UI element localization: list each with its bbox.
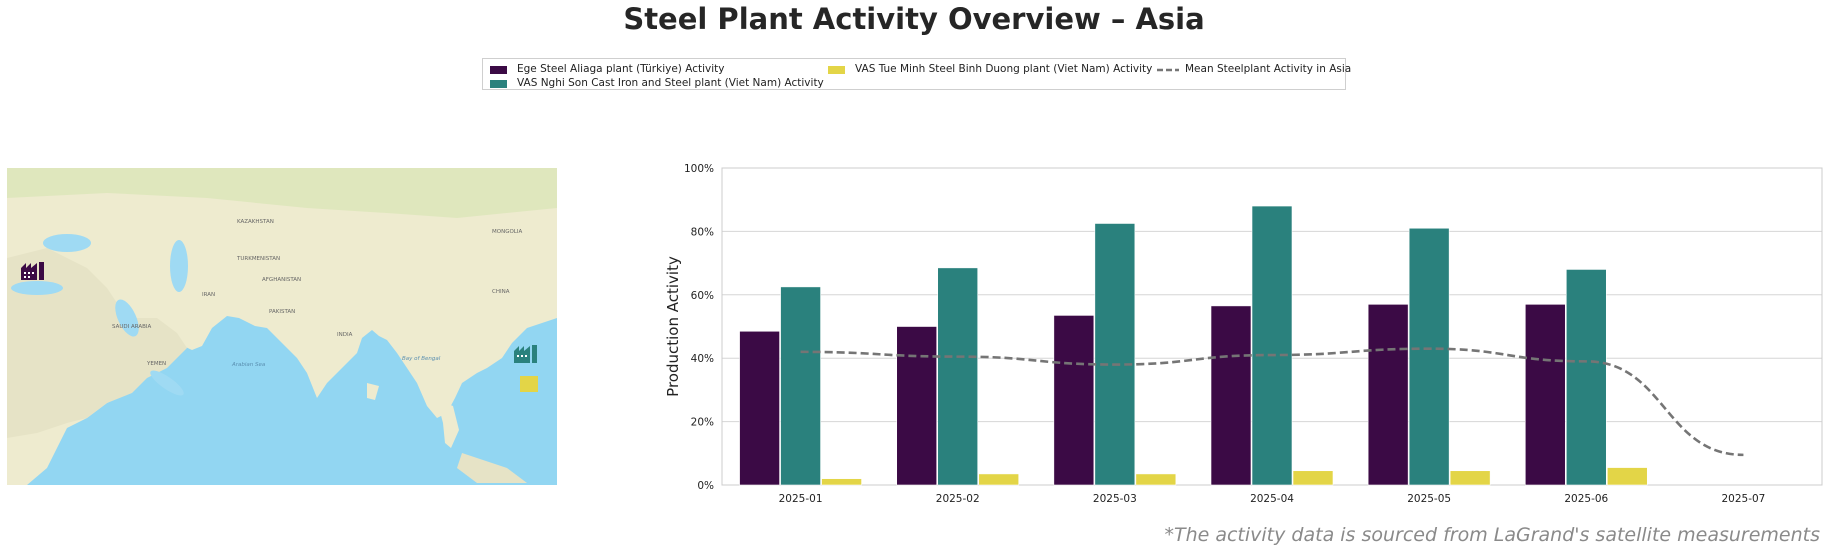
map-label-saudi-arabia: SAUDI ARABIA (112, 324, 152, 330)
map-label-iran: IRAN (202, 292, 215, 298)
chart-mean-line (800, 347, 1744, 457)
map-label-china: CHINA (492, 289, 510, 295)
bar-0-2 (1053, 315, 1095, 486)
page-title: Steel Plant Activity Overview – Asia (623, 2, 1205, 36)
map-label-afghanistan: AFGHANISTAN (262, 277, 301, 283)
bar-0-4 (1367, 304, 1409, 486)
bar-2-4 (1449, 470, 1491, 486)
bar-2-2 (1135, 473, 1177, 486)
bar-1-4 (1408, 227, 1450, 486)
bar-2-1 (978, 473, 1020, 486)
legend-label-nghi-son: VAS Nghi Son Cast Iron and Steel plant (… (517, 77, 824, 89)
map-label-yemen: YEMEN (146, 361, 166, 367)
y-axis-label: Production Activity (664, 256, 682, 397)
plant-location-map[interactable]: KAZAKHSTAN TURKMENISTAN AFGHANISTAN PAKI… (7, 168, 557, 485)
bar-2-0 (821, 478, 862, 486)
y-tick-label: 60% (691, 290, 714, 302)
x-tick-label: 2025-07 (1721, 493, 1765, 505)
y-tick-label: 40% (691, 353, 714, 365)
square-marker[interactable] (520, 376, 538, 392)
bar-0-5 (1524, 304, 1566, 486)
legend-label-tue-minh: VAS Tue Minh Steel Binh Duong plant (Vie… (855, 63, 1153, 75)
map-label-mongolia: MONGOLIA (492, 229, 522, 235)
map-label-pakistan: PAKISTAN (269, 309, 295, 315)
map-label-kazakhstan: KAZAKHSTAN (237, 219, 274, 225)
x-tick-label: 2025-04 (1250, 493, 1294, 505)
bar-0-0 (739, 330, 780, 486)
bar-0-3 (1210, 305, 1252, 486)
bar-2-3 (1292, 470, 1334, 486)
footnote: *The activity data is sourced from LaGra… (1164, 524, 1820, 546)
chart-ticks: 0% 20% 40% 60% 80% 100% 2025-01 2025-02 2025-03 2… (684, 163, 1765, 505)
y-tick-label: 20% (691, 417, 714, 429)
y-tick-label: 0% (697, 480, 714, 492)
factory-icon[interactable] (514, 345, 537, 363)
y-tick-label: 100% (684, 163, 714, 175)
map-label-turkmenistan: TURKMENISTAN (236, 256, 280, 262)
map-label-arabian-sea: Arabian Sea (231, 362, 266, 368)
bar-1-3 (1251, 205, 1293, 486)
x-tick-label: 2025-06 (1564, 493, 1608, 505)
map-label-bay-of-bengal: Bay of Bengal (402, 356, 441, 362)
legend-swatch-tue-minh (828, 66, 845, 74)
chart-legend: Ege Steel Aliaga plant (Türkiye) Activit… (482, 58, 1351, 90)
mean-activity-line (800, 347, 1744, 457)
legend-swatch-nghi-son (490, 80, 507, 88)
bar-1-1 (937, 267, 979, 486)
x-tick-label: 2025-05 (1407, 493, 1451, 505)
x-tick-label: 2025-03 (1093, 493, 1137, 505)
x-tick-label: 2025-01 (779, 493, 823, 505)
bar-1-0 (780, 286, 821, 486)
map-label-india: INDIA (337, 332, 353, 338)
legend-dash-mean (1157, 68, 1179, 72)
legend-label-ege: Ege Steel Aliaga plant (Türkiye) Activit… (517, 63, 725, 75)
chart-bars (739, 205, 1648, 486)
bar-2-5 (1606, 467, 1648, 486)
bar-1-2 (1094, 223, 1136, 486)
legend-swatch-ege (490, 66, 507, 74)
map-canvas: KAZAKHSTAN TURKMENISTAN AFGHANISTAN PAKI… (7, 168, 557, 485)
legend-label-mean: Mean Steelplant Activity in Asia (1185, 63, 1352, 75)
factory-icon[interactable] (21, 262, 44, 280)
bar-1-5 (1565, 269, 1607, 486)
bar-0-1 (896, 326, 938, 486)
y-tick-label: 80% (691, 226, 714, 238)
x-tick-label: 2025-02 (936, 493, 980, 505)
